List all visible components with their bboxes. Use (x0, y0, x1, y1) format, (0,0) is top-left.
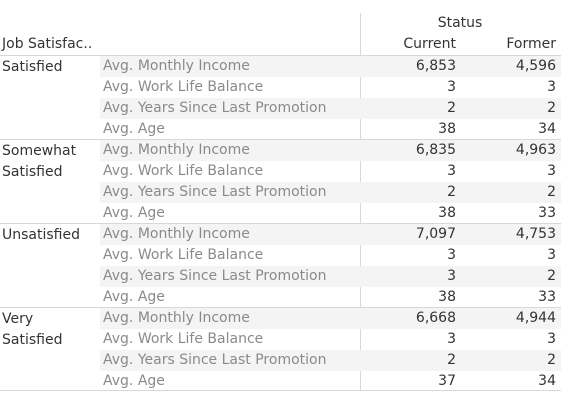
measure-name: Avg. Monthly Income (103, 142, 250, 158)
value-former: 4,944 (515, 310, 556, 326)
table-row[interactable]: Avg. Years Since Last Promotion 3 2 (100, 266, 561, 287)
value-current: 6,853 (415, 58, 456, 74)
value-current: 6,668 (415, 310, 456, 326)
table-row[interactable]: Avg. Age 38 33 (100, 287, 561, 308)
table-row[interactable]: Avg. Age 37 34 (100, 371, 561, 392)
table-row[interactable]: Avg. Years Since Last Promotion 2 2 (100, 182, 561, 203)
measure-name: Avg. Age (103, 289, 165, 305)
group-unsatisfied: Unsatisfied Avg. Monthly Income 7,097 4,… (0, 223, 561, 307)
measure-name: Avg. Monthly Income (103, 58, 250, 74)
table-row[interactable]: Avg. Years Since Last Promotion 2 2 (100, 98, 561, 119)
measure-name: Avg. Work Life Balance (103, 79, 264, 95)
value-current: 2 (447, 352, 456, 368)
measure-name: Avg. Years Since Last Promotion (103, 352, 327, 368)
value-former: 3 (547, 247, 556, 263)
value-former: 4,963 (515, 142, 556, 158)
value-former: 4,753 (515, 226, 556, 242)
column-header-current[interactable]: Current (403, 36, 456, 52)
measure-name: Avg. Monthly Income (103, 310, 250, 326)
table-row[interactable]: Avg. Work Life Balance 3 3 (100, 77, 561, 98)
value-current: 38 (438, 289, 456, 305)
value-former: 3 (547, 163, 556, 179)
measure-name: Avg. Age (103, 373, 165, 389)
table-row[interactable]: Avg. Age 38 34 (100, 119, 561, 140)
measure-name: Avg. Monthly Income (103, 226, 250, 242)
table-row[interactable]: Avg. Monthly Income 6,835 4,963 (100, 140, 561, 161)
measure-name: Avg. Work Life Balance (103, 163, 264, 179)
value-current: 3 (447, 331, 456, 347)
value-former: 2 (547, 268, 556, 284)
table-row[interactable]: Avg. Work Life Balance 3 3 (100, 329, 561, 350)
group-somewhat-satisfied: Somewhat Satisfied Avg. Monthly Income 6… (0, 139, 561, 223)
value-former: 34 (538, 121, 556, 137)
value-former: 2 (547, 184, 556, 200)
value-current: 37 (438, 373, 456, 389)
group-label[interactable]: Unsatisfied (2, 227, 80, 243)
measure-name: Avg. Age (103, 121, 165, 137)
table-row[interactable]: Avg. Monthly Income 6,668 4,944 (100, 308, 561, 329)
value-former: 3 (547, 331, 556, 347)
value-current: 3 (447, 247, 456, 263)
value-current: 2 (447, 184, 456, 200)
table-row[interactable]: Avg. Work Life Balance 3 3 (100, 245, 561, 266)
value-current: 7,097 (415, 226, 456, 242)
group-label[interactable]: Very Satisfied (2, 311, 63, 348)
group-label[interactable]: Satisfied (2, 59, 63, 75)
measure-name: Avg. Work Life Balance (103, 247, 264, 263)
value-former: 2 (547, 352, 556, 368)
measure-name: Avg. Years Since Last Promotion (103, 100, 327, 116)
table-row[interactable]: Avg. Work Life Balance 3 3 (100, 161, 561, 182)
value-former: 33 (538, 289, 556, 305)
measure-name: Avg. Work Life Balance (103, 331, 264, 347)
crosstab-grid: Satisfied Avg. Monthly Income 6,853 4,59… (0, 55, 561, 391)
row-header-title[interactable]: Job Satisfac.. (2, 36, 93, 52)
value-former: 34 (538, 373, 556, 389)
value-current: 3 (447, 163, 456, 179)
measure-name: Avg. Years Since Last Promotion (103, 268, 327, 284)
table-row[interactable]: Avg. Years Since Last Promotion 2 2 (100, 350, 561, 371)
value-former: 2 (547, 100, 556, 116)
measure-name: Avg. Age (103, 205, 165, 221)
value-current: 2 (447, 100, 456, 116)
table-row[interactable]: Avg. Monthly Income 7,097 4,753 (100, 224, 561, 245)
group-satisfied: Satisfied Avg. Monthly Income 6,853 4,59… (0, 55, 561, 139)
value-former: 3 (547, 79, 556, 95)
table-row[interactable]: Avg. Monthly Income 6,853 4,596 (100, 56, 561, 77)
value-former: 4,596 (515, 58, 556, 74)
column-group-title: Status (437, 15, 483, 31)
value-current: 3 (447, 268, 456, 284)
value-current: 6,835 (415, 142, 456, 158)
value-current: 38 (438, 121, 456, 137)
column-header-former[interactable]: Former (506, 36, 556, 52)
value-current: 3 (447, 79, 456, 95)
value-former: 33 (538, 205, 556, 221)
group-label[interactable]: Somewhat Satisfied (2, 143, 77, 180)
group-very-satisfied: Very Satisfied Avg. Monthly Income 6,668… (0, 307, 561, 391)
table-row[interactable]: Avg. Age 38 33 (100, 203, 561, 224)
measure-name: Avg. Years Since Last Promotion (103, 184, 327, 200)
value-current: 38 (438, 205, 456, 221)
